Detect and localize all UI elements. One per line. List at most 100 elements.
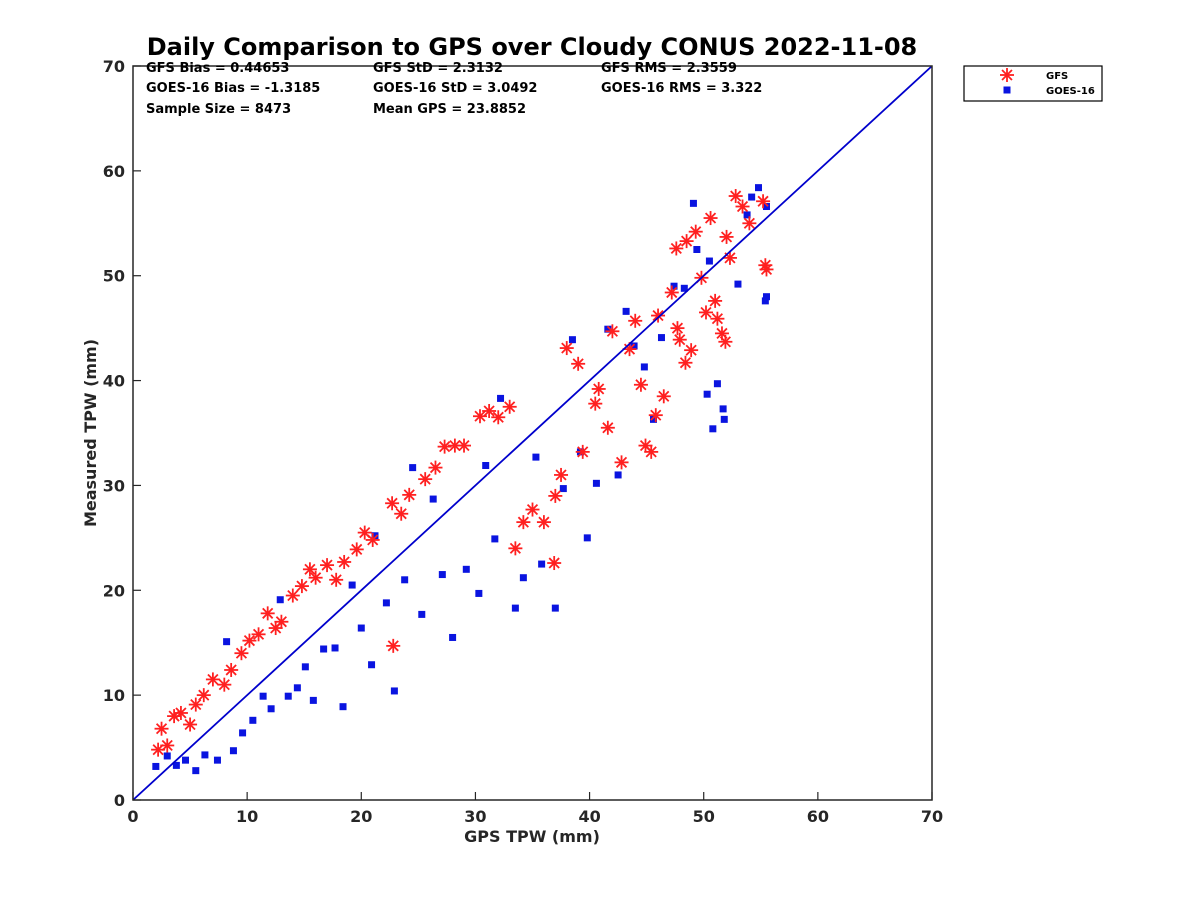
gfs-point-17 (285, 588, 300, 603)
gfs-point-51 (591, 381, 606, 396)
y-tick-label-4: 40 (103, 372, 125, 391)
legend-gfs-label: GFS (1046, 71, 1068, 82)
gfs-point-24 (349, 542, 364, 557)
chart-title: Daily Comparison to GPS over Cloudy CONU… (147, 33, 918, 61)
goes16-point-18 (320, 645, 328, 653)
stat-goes-bias: GOES-16 Bias = -1.3185 (146, 81, 320, 96)
gfs-point-7 (196, 688, 211, 703)
gfs-point-18 (294, 579, 309, 594)
y-axis-label: Measured TPW (mm) (81, 339, 100, 527)
gfs-point-75 (710, 311, 725, 326)
goes16-point-21 (348, 581, 356, 589)
gfs-point-61 (651, 308, 666, 323)
gfs-point-85 (719, 229, 734, 244)
legend-gfs-asterisk (1000, 68, 1014, 82)
axis-ticks-layer: 0 10 20 30 40 50 60 70 0 10 20 30 40 50 60 70 (103, 57, 943, 826)
x-tick-label-4: 40 (578, 807, 600, 826)
goes16-point-22 (357, 624, 365, 632)
x-axis-label: GPS TPW (mm) (464, 827, 600, 846)
goes16-point-5 (201, 751, 209, 759)
stats-block: GFS Bias = 0.44653 GFS StD = 2.3132 GFS … (146, 61, 762, 117)
goes16-point-28 (409, 464, 417, 472)
goes16-point-16 (301, 663, 309, 671)
goes16-point-12 (267, 705, 275, 713)
gfs-point-45 (548, 488, 563, 503)
gfs-point-22 (329, 572, 344, 587)
goes16-point-31 (438, 571, 446, 579)
y-tick-label-5: 50 (103, 267, 125, 286)
goes16-point-29 (418, 610, 426, 618)
goes16-point-62 (719, 405, 727, 413)
goes16-point-33 (462, 565, 470, 573)
goes16-point-66 (755, 184, 763, 192)
goes16-point-39 (519, 574, 527, 582)
goes16-point-4 (192, 767, 200, 775)
legend-goes-square (1003, 86, 1011, 94)
goes16-point-27 (401, 576, 409, 584)
goes16-point-51 (630, 342, 638, 350)
gfs-point-77 (718, 334, 733, 349)
goes16-point-68 (761, 297, 769, 305)
goes16-point-56 (680, 284, 688, 292)
gfs-point-37 (482, 403, 497, 418)
gfs-point-81 (742, 216, 757, 231)
goes16-point-42 (551, 604, 559, 612)
gfs-point-64 (670, 321, 685, 336)
goes16-point-24 (371, 532, 379, 540)
gfs-point-84 (759, 262, 774, 277)
x-tick-label-5: 50 (693, 807, 715, 826)
gfs-point-33 (437, 439, 452, 454)
goes16-point-10 (249, 716, 257, 724)
gfs-point-79 (728, 189, 743, 204)
legend-goes-marker (1003, 86, 1011, 94)
gfs-point-44 (547, 556, 562, 571)
gfs-point-50 (588, 396, 603, 411)
gfs-point-74 (708, 293, 723, 308)
goes16-point-14 (284, 692, 292, 700)
goes16-point-54 (657, 334, 665, 342)
gfs-point-5 (183, 717, 198, 732)
gfs-point-21 (320, 558, 335, 573)
gfs-point-2 (160, 738, 175, 753)
gfs-point-48 (571, 356, 586, 371)
goes16-point-69 (762, 293, 770, 301)
goes16-point-50 (622, 307, 630, 315)
gfs-point-32 (428, 460, 443, 475)
goes16-point-49 (614, 471, 622, 479)
goes16-point-19 (331, 644, 339, 652)
goes16-point-52 (640, 363, 648, 371)
gfs-point-60 (648, 408, 663, 423)
goes16-point-58 (703, 390, 711, 398)
gfs-point-30 (386, 638, 401, 653)
gfs-point-12 (242, 633, 257, 648)
gfs-point-63 (664, 285, 679, 300)
goes16-point-30 (429, 495, 437, 503)
y-tick-label-3: 30 (103, 476, 125, 495)
goes16-point-43 (559, 485, 567, 493)
gfs-point-70 (688, 224, 703, 239)
reference-line (132, 65, 933, 801)
goes16-point-59 (709, 425, 717, 433)
goes16-point-71 (705, 257, 713, 265)
gfs-point-72 (698, 305, 713, 320)
legend: GFS GOES-16 (963, 65, 1103, 102)
goes16-point-35 (482, 462, 490, 470)
goes16-point-15 (293, 684, 301, 692)
goes16-point-20 (339, 703, 347, 711)
gfs-point-23 (337, 554, 352, 569)
goes16-point-40 (532, 453, 540, 461)
gfs-point-8 (205, 672, 220, 687)
goes16-point-17 (309, 696, 317, 704)
gfs-point-56 (628, 313, 643, 328)
goes16-point-37 (497, 394, 505, 402)
goes16-point-0 (152, 762, 160, 770)
x-tick-label-7: 70 (921, 807, 943, 826)
goes16-point-63 (734, 280, 742, 288)
goes16-point-6 (213, 756, 221, 764)
gfs-point-6 (188, 697, 203, 712)
gfs-point-80 (735, 199, 750, 214)
goes16-point-65 (748, 193, 756, 201)
stat-sample-size: Sample Size = 8473 (146, 102, 291, 117)
goes16-point-25 (382, 599, 390, 607)
